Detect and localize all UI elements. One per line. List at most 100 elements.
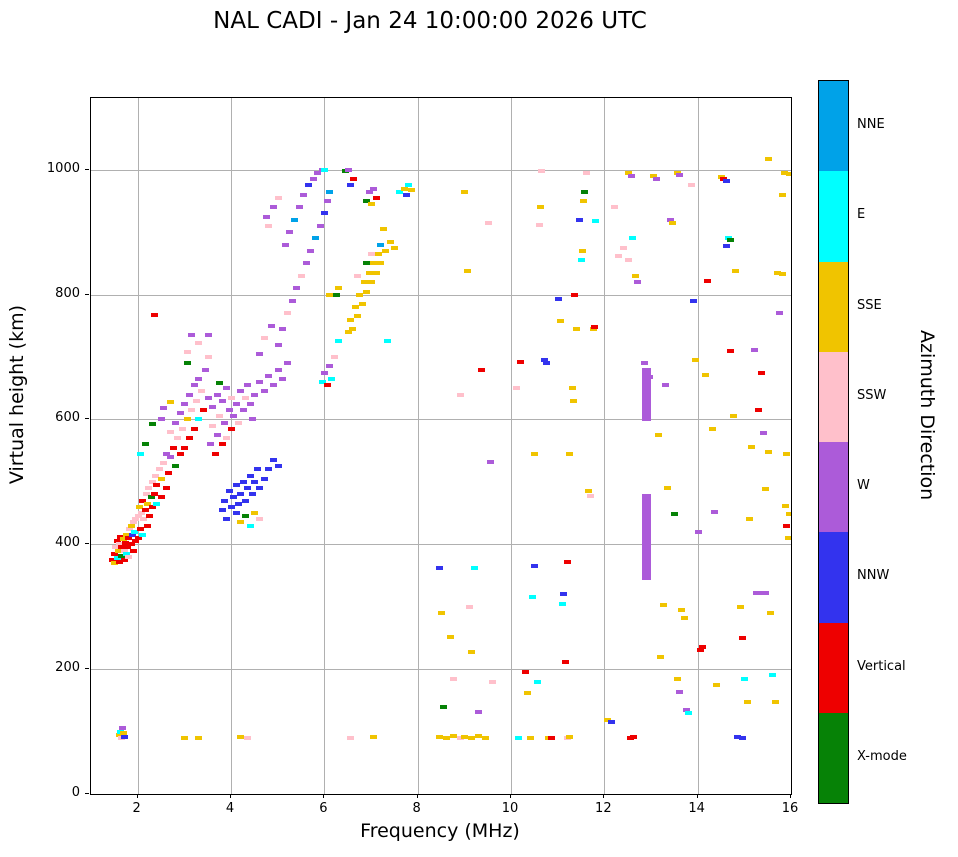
data-point: [256, 351, 263, 356]
data-point: [270, 458, 277, 463]
data-point: [249, 492, 256, 497]
data-bar: [642, 368, 652, 421]
data-point: [134, 536, 142, 541]
colorbar-label-W: W: [857, 478, 870, 494]
data-point: [368, 252, 375, 257]
y-tick: [85, 793, 89, 794]
data-point: [344, 330, 352, 335]
colorbar-label-SSE: SSE: [857, 297, 882, 313]
data-point: [328, 376, 336, 381]
data-point: [139, 532, 147, 537]
data-point: [279, 376, 287, 381]
data-point: [239, 479, 247, 484]
data-point: [683, 707, 690, 712]
data-point: [624, 170, 632, 175]
data-point: [669, 220, 676, 225]
data-point: [708, 426, 716, 431]
data-point: [207, 442, 214, 447]
data-point: [286, 230, 294, 235]
gridline-y: [91, 294, 791, 296]
data-point: [335, 339, 343, 344]
data-point: [118, 553, 126, 558]
gridline-y: [91, 669, 791, 671]
data-point: [536, 222, 543, 227]
data-point: [435, 734, 443, 739]
data-point: [559, 601, 567, 606]
data-point: [121, 541, 129, 546]
data-point: [298, 273, 305, 278]
data-point: [237, 520, 245, 525]
data-point: [447, 634, 455, 639]
data-point: [512, 386, 520, 391]
data-point: [354, 273, 361, 278]
data-point: [235, 420, 242, 425]
data-point: [221, 498, 228, 503]
data-point: [783, 523, 791, 528]
data-point: [358, 301, 366, 306]
data-point: [372, 270, 380, 275]
x-tick: [230, 794, 231, 798]
data-point: [167, 454, 175, 459]
data-point: [776, 311, 784, 316]
data-point: [232, 401, 240, 406]
data-point: [687, 183, 695, 188]
colorbar: [818, 80, 849, 804]
data-point: [379, 227, 387, 232]
data-point: [153, 483, 161, 487]
data-point: [181, 445, 189, 450]
data-point: [701, 372, 709, 377]
data-point: [118, 545, 126, 550]
data-point: [370, 734, 378, 739]
data-point: [347, 317, 354, 322]
data-point: [183, 417, 191, 422]
data-point: [347, 735, 354, 740]
data-point: [764, 156, 772, 161]
data-point: [183, 361, 191, 366]
data-point: [112, 545, 120, 550]
data-point: [246, 401, 254, 406]
data-point: [195, 417, 203, 422]
data-point: [279, 326, 287, 331]
data-point: [172, 420, 179, 425]
data-point: [722, 243, 730, 248]
colorbar-segment-X-mode: [819, 712, 848, 803]
colorbar-label-E: E: [857, 207, 866, 223]
data-point: [356, 292, 364, 297]
data-point: [564, 559, 571, 564]
data-point: [699, 645, 707, 650]
data-point: [377, 242, 385, 247]
data-point: [319, 380, 326, 385]
data-point: [762, 487, 770, 492]
data-point: [543, 361, 550, 366]
data-point: [475, 733, 483, 738]
data-point: [130, 529, 138, 534]
data-point: [146, 514, 154, 519]
data-point: [274, 367, 282, 372]
gridline-x: [604, 98, 606, 794]
data-point: [225, 489, 233, 494]
data-point: [228, 426, 235, 431]
data-point: [784, 536, 791, 541]
data-point: [274, 342, 282, 347]
data-point: [400, 186, 408, 191]
data-point: [363, 198, 371, 203]
data-point: [347, 183, 354, 188]
data-point: [774, 270, 781, 275]
data-point: [531, 451, 539, 456]
data-point: [195, 735, 203, 740]
data-point: [561, 659, 569, 664]
data-point: [370, 186, 378, 191]
data-point: [162, 451, 170, 456]
data-point: [722, 179, 730, 184]
data-point: [547, 735, 555, 740]
data-point: [256, 517, 263, 522]
data-point: [778, 192, 786, 197]
data-point: [119, 537, 127, 542]
colorbar-segment-W: [819, 442, 848, 533]
data-point: [214, 392, 221, 397]
data-point: [125, 536, 133, 541]
data-point: [239, 408, 247, 413]
data-point: [484, 220, 492, 225]
x-tick: [136, 794, 138, 798]
